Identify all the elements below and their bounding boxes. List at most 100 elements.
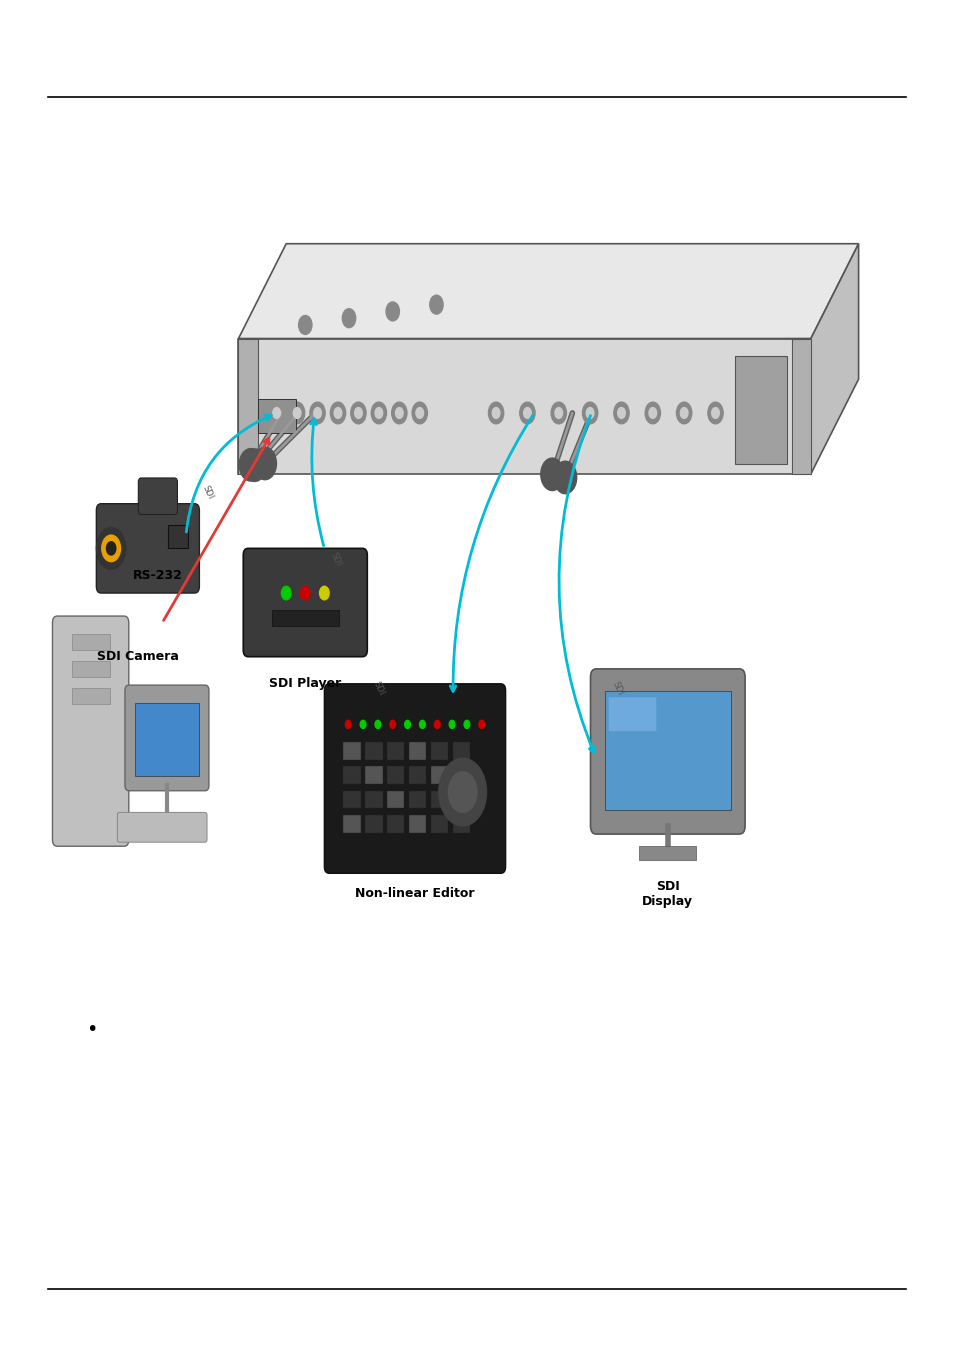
Circle shape [613,402,628,424]
Circle shape [555,408,562,418]
FancyBboxPatch shape [590,669,744,834]
FancyBboxPatch shape [343,742,360,760]
Circle shape [419,720,425,728]
FancyBboxPatch shape [431,766,448,784]
Text: SDI: SDI [372,680,386,696]
Polygon shape [810,244,858,474]
Circle shape [330,402,345,424]
FancyBboxPatch shape [324,684,505,873]
FancyBboxPatch shape [409,766,426,784]
Circle shape [448,772,476,812]
Circle shape [553,462,576,494]
FancyBboxPatch shape [387,815,404,833]
FancyBboxPatch shape [453,791,470,808]
Circle shape [551,402,566,424]
Circle shape [281,586,291,600]
Circle shape [107,542,115,555]
Circle shape [371,402,386,424]
Circle shape [390,720,395,728]
Circle shape [644,402,659,424]
Text: SDI: SDI [200,483,214,500]
FancyBboxPatch shape [453,742,470,760]
Circle shape [679,408,687,418]
FancyBboxPatch shape [365,815,382,833]
Circle shape [412,402,427,424]
Circle shape [492,408,499,418]
FancyBboxPatch shape [52,616,129,846]
FancyBboxPatch shape [365,766,382,784]
FancyBboxPatch shape [453,766,470,784]
Circle shape [463,720,469,728]
Text: Non-linear Editor: Non-linear Editor [355,887,475,900]
FancyBboxPatch shape [387,791,404,808]
Circle shape [478,720,484,728]
FancyBboxPatch shape [453,815,470,833]
FancyBboxPatch shape [387,742,404,760]
Text: RS-232: RS-232 [132,569,182,582]
Circle shape [298,315,312,334]
FancyBboxPatch shape [431,815,448,833]
Circle shape [289,402,304,424]
FancyBboxPatch shape [71,688,110,704]
FancyBboxPatch shape [604,691,730,810]
FancyBboxPatch shape [96,504,199,593]
Text: SDI: SDI [610,680,624,696]
FancyBboxPatch shape [343,815,360,833]
FancyBboxPatch shape [409,815,426,833]
Circle shape [310,402,325,424]
Circle shape [676,402,691,424]
FancyBboxPatch shape [134,703,199,776]
Circle shape [488,402,503,424]
FancyBboxPatch shape [71,634,110,650]
Circle shape [239,448,262,481]
Circle shape [434,720,439,728]
FancyBboxPatch shape [365,791,382,808]
Circle shape [617,408,624,418]
FancyBboxPatch shape [272,609,338,626]
Circle shape [438,758,486,826]
Circle shape [707,402,722,424]
Polygon shape [238,244,858,338]
Circle shape [342,309,355,328]
FancyBboxPatch shape [168,524,188,548]
FancyBboxPatch shape [243,548,367,657]
Circle shape [345,720,351,728]
Circle shape [300,586,310,600]
FancyBboxPatch shape [431,742,448,760]
Text: •: • [86,1020,97,1039]
FancyBboxPatch shape [734,356,786,464]
Text: SDI Camera: SDI Camera [97,650,179,663]
Circle shape [404,720,410,728]
FancyBboxPatch shape [343,791,360,808]
Circle shape [253,447,276,479]
Circle shape [395,408,403,418]
FancyBboxPatch shape [431,791,448,808]
FancyBboxPatch shape [343,766,360,784]
Circle shape [392,402,407,424]
Polygon shape [238,338,257,474]
Circle shape [269,402,284,424]
FancyBboxPatch shape [117,812,207,842]
Circle shape [360,720,366,728]
Circle shape [351,402,366,424]
Circle shape [375,408,382,418]
Circle shape [582,402,598,424]
Text: SDI Player: SDI Player [269,677,341,691]
Circle shape [314,408,321,418]
FancyBboxPatch shape [639,846,696,860]
Circle shape [386,302,399,321]
Circle shape [102,535,120,562]
Circle shape [375,720,380,728]
Polygon shape [791,338,810,474]
FancyBboxPatch shape [138,478,177,515]
Circle shape [96,528,126,569]
Text: SDI: SDI [329,551,343,567]
Circle shape [648,408,656,418]
Circle shape [540,458,563,490]
FancyBboxPatch shape [409,791,426,808]
FancyBboxPatch shape [409,742,426,760]
Circle shape [293,408,300,418]
Circle shape [273,408,280,418]
Circle shape [416,408,423,418]
Polygon shape [238,338,810,474]
